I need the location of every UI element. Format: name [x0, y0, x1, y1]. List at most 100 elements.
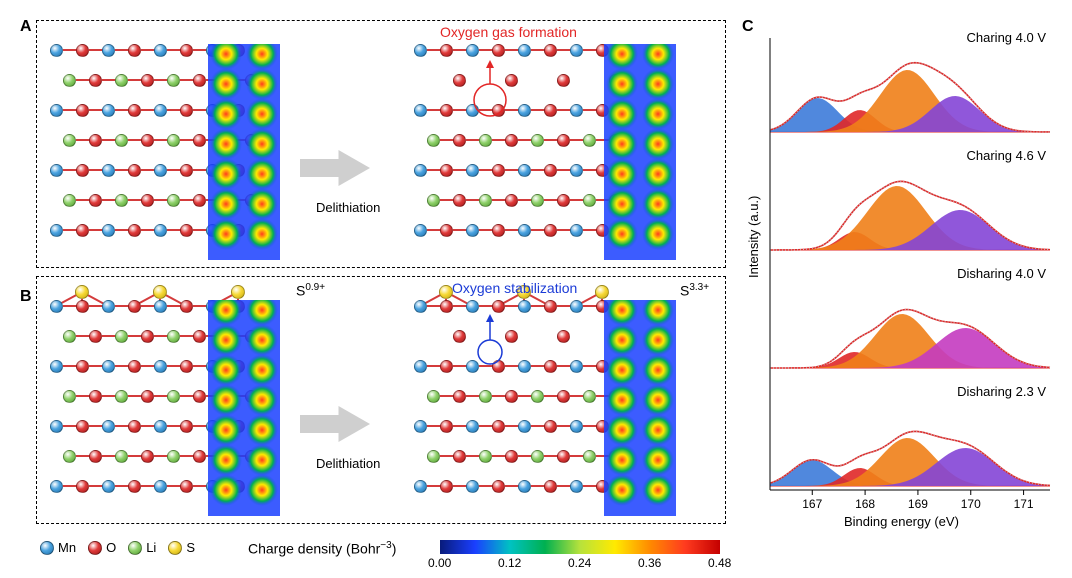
- s-atom: [75, 285, 89, 299]
- o-atom: [89, 134, 102, 147]
- o-atom: [544, 224, 557, 237]
- mn-atom: [414, 480, 427, 493]
- mn-atom: [154, 44, 167, 57]
- mn-atom: [414, 44, 427, 57]
- li-atom: [427, 390, 440, 403]
- o-atom: [141, 134, 154, 147]
- mn-atom: [414, 164, 427, 177]
- colorbar-tick: 0.36: [638, 556, 661, 570]
- o-atom: [492, 224, 505, 237]
- mn-atom: [102, 164, 115, 177]
- o-atom: [544, 104, 557, 117]
- mn-atom: [518, 420, 531, 433]
- li-atom: [531, 194, 544, 207]
- li-atom: [63, 450, 76, 463]
- o-atom: [453, 134, 466, 147]
- mn-atom: [466, 224, 479, 237]
- o-atom: [141, 194, 154, 207]
- li-atom: [531, 450, 544, 463]
- o-atom: [76, 480, 89, 493]
- mn-atom: [466, 300, 479, 313]
- o-atom: [76, 360, 89, 373]
- o-atom: [440, 360, 453, 373]
- o-atom: [544, 480, 557, 493]
- mn-atom: [414, 104, 427, 117]
- o-atom: [89, 194, 102, 207]
- o-atom: [440, 300, 453, 313]
- o-atom: [492, 164, 505, 177]
- o-atom: [180, 480, 193, 493]
- o-atom: [557, 134, 570, 147]
- o-atom: [128, 480, 141, 493]
- mn-atom: [154, 104, 167, 117]
- mn-atom: [154, 164, 167, 177]
- li-atom: [479, 194, 492, 207]
- s-atom: [439, 285, 453, 299]
- mn-atom: [50, 360, 63, 373]
- o-atom: [453, 194, 466, 207]
- li-atom: [167, 134, 180, 147]
- colorbar-tick: 0.48: [708, 556, 731, 570]
- o-atom: [505, 134, 518, 147]
- oxygen-stabilization-mark-icon: [460, 312, 520, 372]
- o-atom: [505, 390, 518, 403]
- li-atom: [115, 134, 128, 147]
- mn-atom: [102, 480, 115, 493]
- o-atom: [193, 390, 206, 403]
- o-atom: [180, 44, 193, 57]
- o-atom: [76, 164, 89, 177]
- mn-atom: [466, 480, 479, 493]
- mn-atom: [518, 300, 531, 313]
- o-atom: [544, 44, 557, 57]
- mn-atom: [466, 420, 479, 433]
- mn-atom: [154, 420, 167, 433]
- s-atom: [231, 285, 245, 299]
- oxygen-gas-annotation: Oxygen gas formation: [440, 24, 577, 40]
- li-atom: [427, 134, 440, 147]
- o-atom: [128, 44, 141, 57]
- mn-atom: [518, 480, 531, 493]
- o-atom: [544, 360, 557, 373]
- o-atom: [128, 360, 141, 373]
- charge-density-overlay-a-left: [208, 44, 280, 260]
- xps-row-label: Charing 4.0 V: [967, 30, 1047, 45]
- o-atom: [492, 300, 505, 313]
- o-atom: [128, 420, 141, 433]
- o-atom: [544, 164, 557, 177]
- o-atom: [492, 420, 505, 433]
- mn-atom: [50, 164, 63, 177]
- s-atom: [153, 285, 167, 299]
- li-atom: [427, 450, 440, 463]
- o-atom: [557, 450, 570, 463]
- mn-atom: [570, 104, 583, 117]
- panel-label-a: A: [20, 18, 32, 36]
- charge-density-overlay-b-left: [208, 300, 280, 516]
- li-atom: [115, 194, 128, 207]
- mn-atom: [570, 420, 583, 433]
- o-atom: [180, 360, 193, 373]
- li-atom: [583, 450, 596, 463]
- mn-atom: [414, 420, 427, 433]
- oxygen-stabilization-annotation: Oxygen stabilization: [452, 280, 577, 296]
- colorbar-tick: 0.24: [568, 556, 591, 570]
- li-atom: [167, 330, 180, 343]
- o-atom: [89, 74, 102, 87]
- o-atom: [557, 390, 570, 403]
- o-atom: [505, 194, 518, 207]
- legend-item-mn: Mn: [40, 540, 76, 555]
- mn-atom: [570, 480, 583, 493]
- o-atom: [492, 44, 505, 57]
- o-atom: [141, 450, 154, 463]
- charge-density-overlay-b-right: [604, 300, 676, 516]
- mn-atom: [570, 44, 583, 57]
- mn-atom: [570, 300, 583, 313]
- li-atom: [115, 74, 128, 87]
- o-atom: [505, 450, 518, 463]
- s-charge-right: S3.3+: [680, 282, 709, 299]
- li-atom: [115, 450, 128, 463]
- o-atom: [440, 44, 453, 57]
- o-atom: [180, 420, 193, 433]
- mn-atom: [50, 44, 63, 57]
- o-atom: [193, 74, 206, 87]
- colorbar-tick: 0.12: [498, 556, 521, 570]
